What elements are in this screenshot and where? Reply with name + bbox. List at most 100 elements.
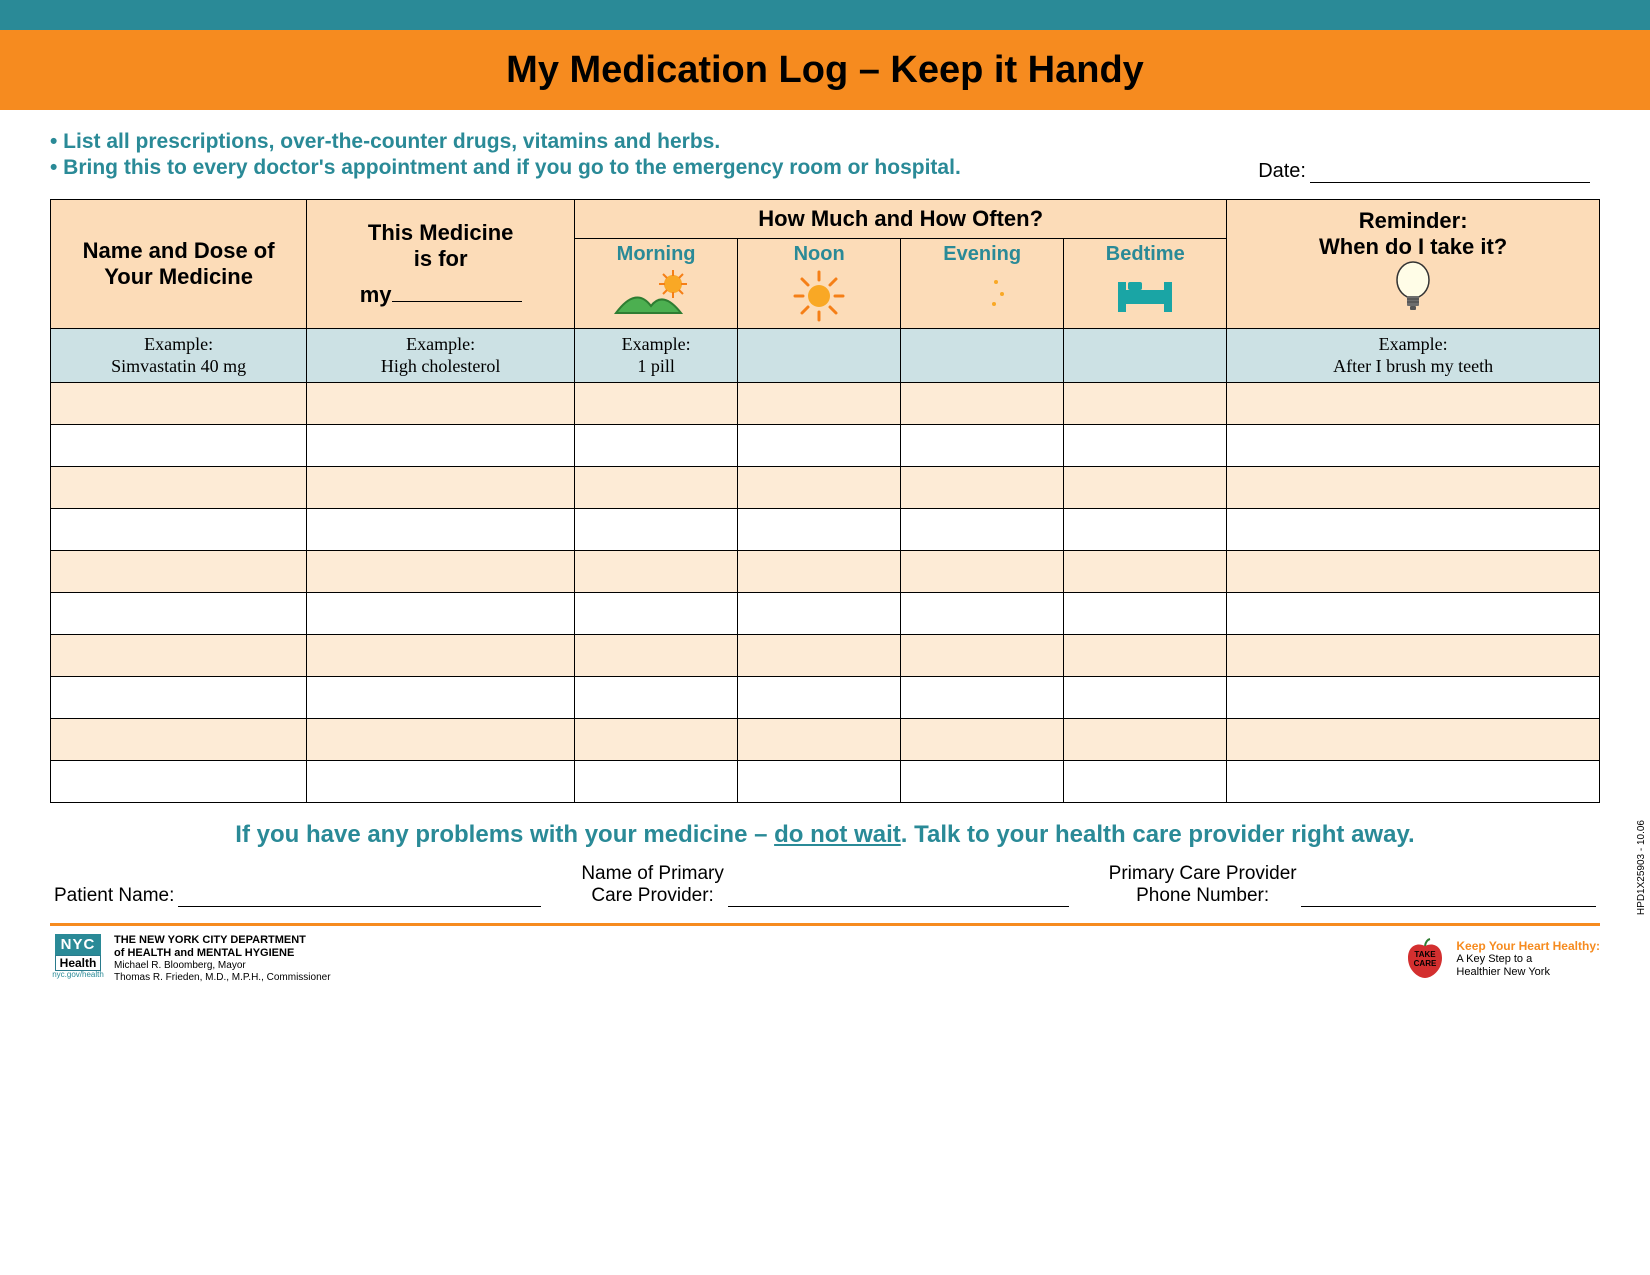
table-cell[interactable]	[901, 383, 1064, 425]
footer-divider	[50, 923, 1600, 926]
table-cell[interactable]	[1064, 761, 1227, 803]
date-label: Date:	[1258, 160, 1306, 183]
primary-provider-name-field: Name of PrimaryCare Provider:	[581, 863, 1068, 907]
table-cell[interactable]	[307, 509, 575, 551]
table-cell[interactable]	[51, 383, 307, 425]
table-cell[interactable]	[738, 509, 901, 551]
table-cell[interactable]	[1064, 593, 1227, 635]
table-cell[interactable]	[901, 467, 1064, 509]
table-cell[interactable]	[307, 467, 575, 509]
table-cell[interactable]	[575, 551, 738, 593]
table-cell[interactable]	[1064, 677, 1227, 719]
table-cell[interactable]	[738, 635, 901, 677]
table-cell[interactable]	[1227, 467, 1600, 509]
table-cell[interactable]	[51, 677, 307, 719]
table-cell[interactable]	[575, 467, 738, 509]
bedtime-icon	[1064, 268, 1226, 328]
table-cell[interactable]	[575, 677, 738, 719]
medicine-for-blank[interactable]	[392, 301, 522, 302]
table-cell[interactable]	[575, 383, 738, 425]
example-name: Example: Simvastatin 40 mg	[51, 329, 307, 383]
table-cell[interactable]	[51, 509, 307, 551]
table-cell[interactable]	[51, 425, 307, 467]
table-cell[interactable]	[307, 677, 575, 719]
table-cell[interactable]	[575, 635, 738, 677]
table-cell[interactable]	[1064, 509, 1227, 551]
table-cell[interactable]	[307, 383, 575, 425]
table-cell[interactable]	[1064, 635, 1227, 677]
table-cell[interactable]	[1064, 551, 1227, 593]
take-care-apple-icon: TAKE CARE	[1402, 936, 1448, 982]
table-cell[interactable]	[1227, 509, 1600, 551]
primary-provider-phone-field: Primary Care ProviderPhone Number:	[1109, 863, 1596, 907]
table-cell[interactable]	[1227, 383, 1600, 425]
table-cell[interactable]	[738, 551, 901, 593]
table-cell[interactable]	[901, 761, 1064, 803]
table-cell[interactable]	[738, 719, 901, 761]
table-cell[interactable]	[1227, 425, 1600, 467]
table-row	[51, 467, 1600, 509]
example-reminder: Example: After I brush my teeth	[1227, 329, 1600, 383]
example-noon	[738, 329, 901, 383]
table-cell[interactable]	[1064, 383, 1227, 425]
table-cell[interactable]	[575, 425, 738, 467]
medication-table: Name and Dose of Your Medicine This Medi…	[50, 199, 1600, 803]
table-row	[51, 719, 1600, 761]
example-bedtime	[1064, 329, 1227, 383]
table-cell[interactable]	[575, 719, 738, 761]
table-cell[interactable]	[738, 467, 901, 509]
title-bar: My Medication Log – Keep it Handy	[0, 30, 1650, 110]
header-noon: Noon	[738, 239, 901, 329]
form-fields: Patient Name: Name of PrimaryCare Provid…	[50, 863, 1600, 907]
table-cell[interactable]	[51, 593, 307, 635]
table-cell[interactable]	[738, 677, 901, 719]
footer: NYC Health nyc.gov/health THE NEW YORK C…	[0, 934, 1650, 984]
date-blank-line[interactable]	[1310, 160, 1590, 183]
table-cell[interactable]	[1227, 719, 1600, 761]
table-cell[interactable]	[1064, 425, 1227, 467]
table-cell[interactable]	[575, 593, 738, 635]
table-cell[interactable]	[307, 551, 575, 593]
table-cell[interactable]	[738, 383, 901, 425]
table-cell[interactable]	[901, 719, 1064, 761]
table-cell[interactable]	[901, 677, 1064, 719]
table-cell[interactable]	[1227, 677, 1600, 719]
table-row	[51, 509, 1600, 551]
table-cell[interactable]	[901, 551, 1064, 593]
table-cell[interactable]	[1227, 761, 1600, 803]
table-cell[interactable]	[51, 761, 307, 803]
table-cell[interactable]	[738, 425, 901, 467]
footer-left: NYC Health nyc.gov/health THE NEW YORK C…	[50, 934, 331, 984]
table-cell[interactable]	[1227, 593, 1600, 635]
table-cell[interactable]	[901, 593, 1064, 635]
patient-name-field: Patient Name:	[54, 863, 541, 907]
svg-text:TAKE: TAKE	[1415, 950, 1437, 959]
table-cell[interactable]	[1227, 551, 1600, 593]
table-cell[interactable]	[575, 761, 738, 803]
table-cell[interactable]	[738, 761, 901, 803]
table-cell[interactable]	[1227, 635, 1600, 677]
table-cell[interactable]	[307, 719, 575, 761]
primary-phone-line[interactable]	[1301, 906, 1596, 907]
table-cell[interactable]	[51, 719, 307, 761]
table-cell[interactable]	[901, 509, 1064, 551]
table-cell[interactable]	[307, 635, 575, 677]
nyc-health-logo: NYC Health nyc.gov/health	[50, 934, 106, 984]
table-cell[interactable]	[307, 593, 575, 635]
patient-name-line[interactable]	[178, 906, 541, 907]
table-cell[interactable]	[307, 425, 575, 467]
table-cell[interactable]	[51, 551, 307, 593]
top-teal-bar	[0, 0, 1650, 30]
table-cell[interactable]	[51, 467, 307, 509]
table-cell[interactable]	[738, 593, 901, 635]
table-cell[interactable]	[51, 635, 307, 677]
table-cell[interactable]	[575, 509, 738, 551]
svg-text:CARE: CARE	[1414, 959, 1437, 968]
table-cell[interactable]	[901, 635, 1064, 677]
header-name-dose: Name and Dose of Your Medicine	[51, 200, 307, 329]
primary-name-line[interactable]	[728, 906, 1069, 907]
table-cell[interactable]	[901, 425, 1064, 467]
table-cell[interactable]	[307, 761, 575, 803]
table-cell[interactable]	[1064, 467, 1227, 509]
table-cell[interactable]	[1064, 719, 1227, 761]
